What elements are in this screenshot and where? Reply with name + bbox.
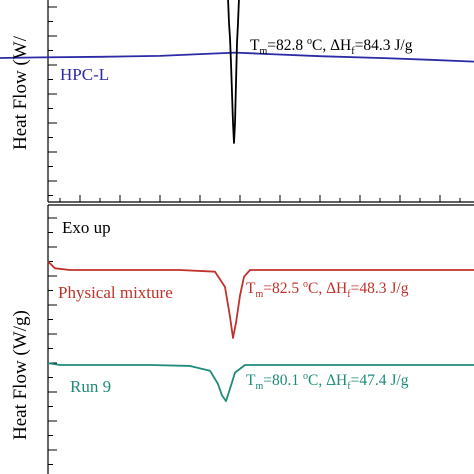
top-annotation: Tm=82.8 oC, ΔHf=84.3 J/g: [250, 36, 413, 57]
physical-mixture-series-line: [47, 260, 474, 339]
run9-label: Run 9: [70, 377, 111, 396]
hpc-l-series-line: [0, 51, 474, 63]
top-panel: Heat Flow (W/ HPC-L Tm=82.8 oC, ΔHf=84.3…: [0, 0, 474, 203]
top-panel-ticks: [48, 6, 461, 202]
physical-mixture-annotation: Tm=82.5 oC, ΔHf=48.3 J/g: [246, 279, 409, 300]
bottom-panel-series: [47, 260, 474, 402]
physical-mixture-label: Physical mixture: [58, 283, 173, 302]
drug-peak-series-line: [227, 0, 240, 144]
exo-up-label: Exo up: [62, 218, 111, 237]
top-y-axis-label: Heat Flow (W/: [10, 35, 31, 150]
hpc-l-label: HPC-L: [60, 65, 109, 84]
bottom-panel-ticks: [48, 217, 57, 465]
top-panel-series: [0, 0, 474, 144]
bottom-panel: Heat Flow (W/g) Exo up Physical mixture …: [10, 204, 474, 474]
bottom-y-axis-label: Heat Flow (W/g): [10, 310, 31, 440]
run9-series-line: [47, 362, 474, 402]
run9-annotation: Tm=80.1 oC, ΔHf=47.4 J/g: [246, 371, 409, 392]
